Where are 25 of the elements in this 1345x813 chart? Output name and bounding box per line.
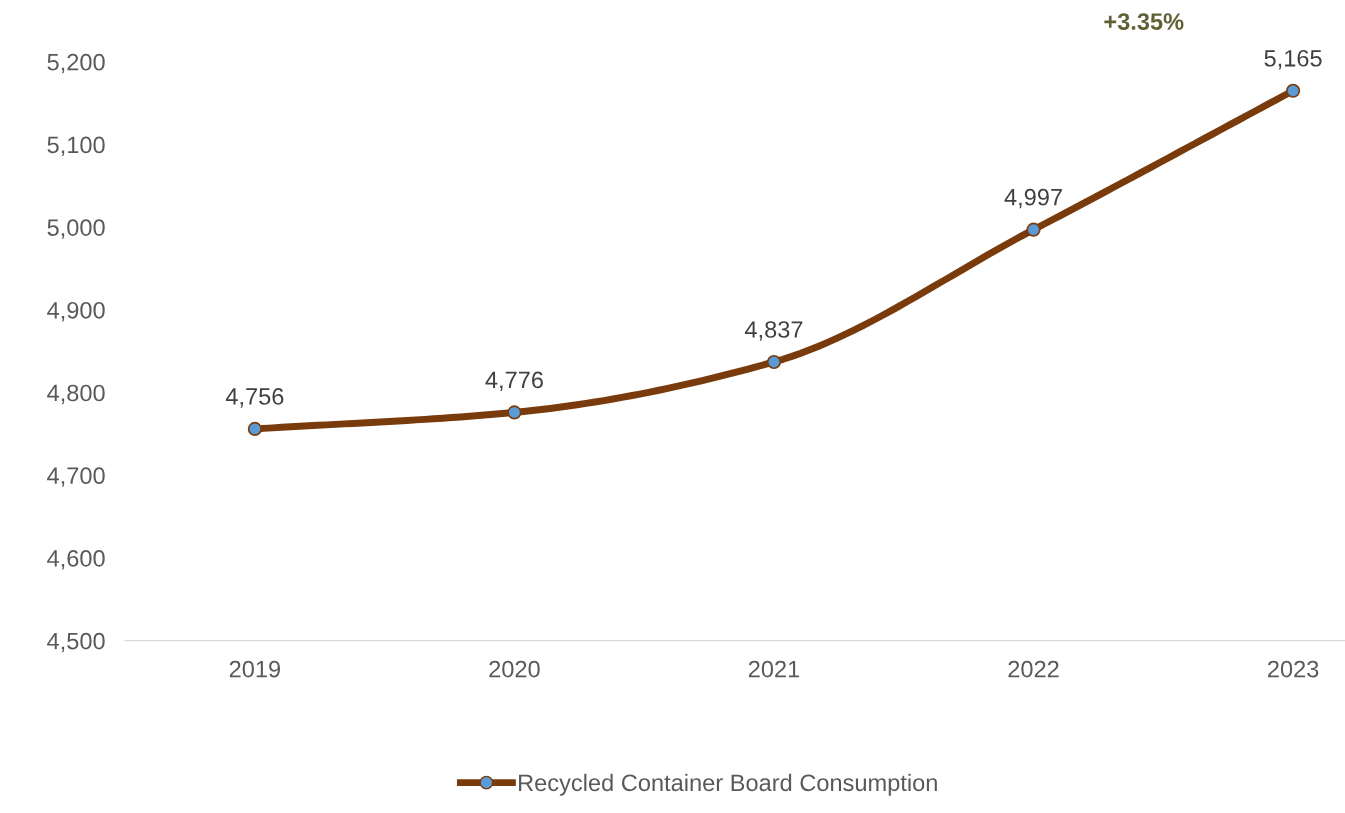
y-tick-label: 4,600 [47, 550, 105, 570]
x-tick-label: 2019 [229, 660, 281, 678]
data-label: 4,997 [1004, 188, 1062, 209]
y-tick-label: 4,800 [47, 384, 105, 405]
y-tick-label: 5,200 [47, 53, 105, 74]
point [247, 421, 262, 437]
point [766, 354, 782, 370]
x-tick-label: 2023 [1268, 660, 1319, 678]
data-label: 4,776 [485, 371, 543, 392]
point [1026, 222, 1041, 237]
point [507, 405, 522, 420]
data-label: 4,756 [225, 388, 284, 408]
x-tick-label: 2021 [748, 660, 800, 678]
x-tick-label: 2020 [489, 660, 540, 678]
y-tick-label: 4,700 [47, 467, 105, 487]
text: +3.35% [1104, 13, 1184, 30]
y-tick-label: 5,100 [47, 136, 105, 157]
x-tick-label: 2022 [1008, 660, 1059, 678]
y-tick-label: 4,900 [47, 301, 105, 322]
point [1286, 83, 1301, 98]
y-tick-label: 5,000 [47, 219, 105, 239]
y-tick-label: 4,500 [47, 632, 105, 653]
data-label: 5,165 [1264, 49, 1322, 70]
data-label: 4,837 [744, 321, 803, 341]
legend-label: Recycled Container Board Consumption [519, 773, 937, 796]
